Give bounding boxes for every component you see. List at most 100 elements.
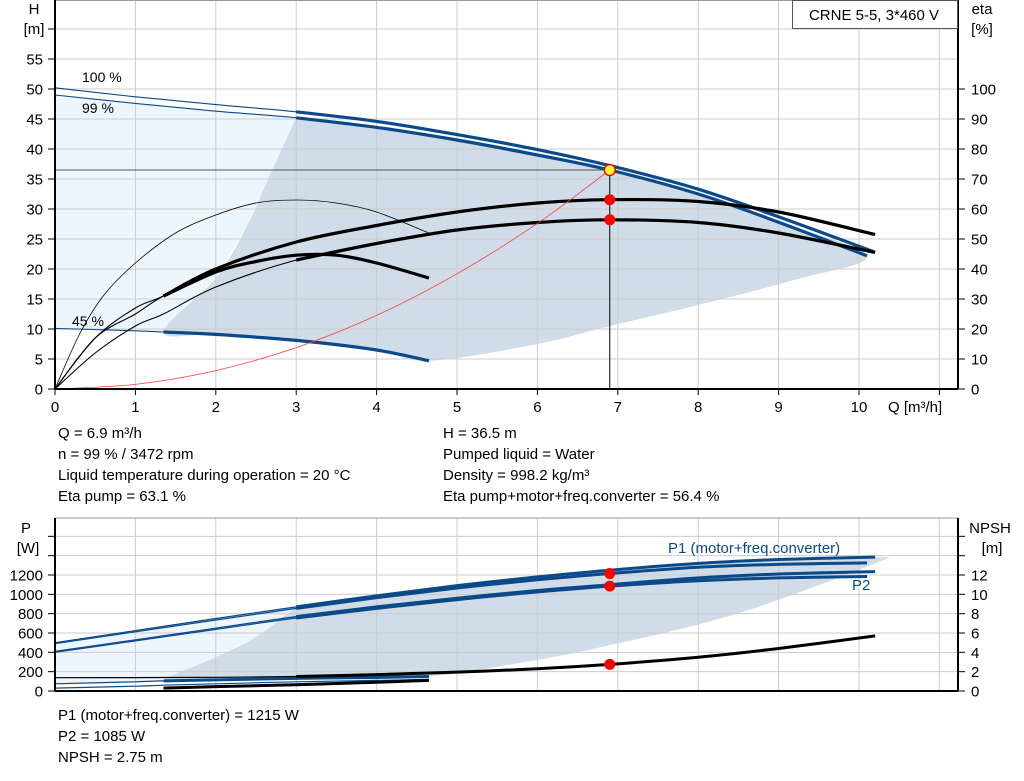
x-tick-label: 2	[212, 399, 220, 416]
y-right-axis-title: eta	[972, 1, 994, 18]
chart-title: CRNE 5-5, 3*460 V	[809, 7, 939, 24]
curve-npsh-operating	[296, 634, 876, 678]
x-axis-label: Q [m³/h]	[888, 399, 942, 416]
info-flow: Q = 6.9 m³/h	[58, 425, 142, 442]
label-45-percent: 45 %	[72, 313, 104, 329]
curve-qh_45-operating	[163, 330, 430, 363]
curve-eta_total_45-operating	[162, 252, 430, 298]
p-axis-title: P	[21, 520, 31, 537]
duty-point-p1	[604, 568, 616, 580]
info-p2: P2 = 1085 W	[58, 728, 146, 745]
duty-point-p2	[604, 580, 616, 592]
duty-point-head	[603, 163, 617, 177]
npsh-tick-label: 0	[971, 684, 979, 701]
info-liquid-temperature: Liquid temperature during operation = 20…	[58, 467, 351, 484]
x-tick-label: 4	[372, 399, 380, 416]
p-tick-label: 1200	[10, 568, 43, 585]
curve-qh_99-operating	[296, 116, 868, 258]
info-top-right: H = 36.5 m Pumped liquid = Water Density…	[443, 423, 719, 507]
curve-p1_100-operating	[295, 555, 876, 609]
info-head: H = 36.5 m	[443, 425, 517, 442]
duty-point-eta-pump	[604, 194, 616, 206]
info-eta-total: Eta pump+motor+freq.converter = 56.4 %	[443, 488, 720, 505]
npsh-tick-label: 10	[971, 587, 988, 604]
power-operating-range-shade	[163, 556, 890, 683]
label-100-percent: 100 %	[82, 69, 122, 85]
y-left-tick-label: 40	[26, 142, 43, 159]
y-right-tick-label: 60	[971, 202, 988, 219]
curve-p2_99-operating	[296, 575, 868, 620]
npsh-axis-title: NPSH	[969, 520, 1011, 537]
npsh-tick-label: 8	[971, 606, 979, 623]
curve-eta_pump_45	[54, 199, 430, 390]
p-tick-label: 0	[35, 684, 43, 701]
x-tick-label: 8	[694, 399, 702, 416]
y-right-tick-label: 30	[971, 292, 988, 309]
info-npsh: NPSH = 2.75 m	[58, 749, 163, 766]
p-tick-label: 200	[18, 664, 43, 681]
duty-point-npsh	[604, 658, 616, 670]
curve-eta_total-operating	[295, 218, 876, 262]
y-left-tick-label: 25	[26, 232, 43, 249]
info-bottom: P1 (motor+freq.converter) = 1215 W P2 = …	[58, 705, 299, 768]
y-right-axis-unit: [%]	[971, 21, 993, 38]
y-left-tick-label: 55	[26, 52, 43, 69]
y-right-tick-label: 100	[971, 82, 996, 99]
x-tick-label: 10	[851, 399, 868, 416]
x-tick-label: 1	[131, 399, 139, 416]
info-top-left: Q = 6.9 m³/h n = 99 % / 3472 rpm Liquid …	[58, 423, 350, 507]
duty-point-eta-total	[604, 214, 616, 226]
curve-p2_45	[54, 678, 429, 689]
y-left-tick-label: 15	[26, 292, 43, 309]
p-tick-label: 600	[18, 626, 43, 643]
y-left-tick-label: 50	[26, 82, 43, 99]
info-eta-pump: Eta pump = 63.1 %	[58, 488, 186, 505]
npsh-axis-unit: [m]	[982, 540, 1003, 557]
y-right-tick-label: 20	[971, 322, 988, 339]
x-tick-label: 7	[614, 399, 622, 416]
curve-qh_100-operating	[296, 110, 876, 254]
npsh-tick-label: 12	[971, 568, 988, 585]
y-left-axis-title: H	[29, 1, 40, 18]
p-tick-label: 1000	[10, 587, 43, 604]
y-right-tick-label: 50	[971, 232, 988, 249]
curve-p1_99-operating	[296, 561, 868, 610]
y-left-tick-label: 45	[26, 112, 43, 129]
y-left-tick-label: 10	[26, 322, 43, 339]
y-right-tick-label: 90	[971, 112, 988, 129]
info-speed: n = 99 % / 3472 rpm	[58, 446, 194, 463]
y-right-tick-label: 10	[971, 352, 988, 369]
npsh-tick-label: 6	[971, 626, 979, 643]
curve-npsh_45-operating	[163, 678, 429, 690]
x-tick-label: 6	[533, 399, 541, 416]
info-density: Density = 998.2 kg/m³	[443, 467, 590, 484]
curve-system_curve	[54, 169, 611, 390]
npsh-tick-label: 4	[971, 645, 979, 662]
y-left-axis-unit: [m]	[24, 21, 45, 38]
p-tick-label: 800	[18, 606, 43, 623]
y-left-tick-label: 35	[26, 172, 43, 189]
x-tick-label: 0	[51, 399, 59, 416]
info-p1: P1 (motor+freq.converter) = 1215 W	[58, 707, 299, 724]
p-axis-unit: [W]	[17, 540, 40, 557]
label-99-percent: 99 %	[82, 100, 114, 116]
y-right-tick-label: 70	[971, 172, 988, 189]
title-box	[792, 0, 958, 29]
label-p1: P1 (motor+freq.converter)	[668, 540, 840, 557]
y-left-tick-label: 5	[35, 352, 43, 369]
curve-eta_pump-operating	[162, 197, 876, 298]
y-right-tick-label: 80	[971, 142, 988, 159]
y-right-tick-label: 40	[971, 262, 988, 279]
extended-range-shade	[55, 95, 297, 332]
x-tick-label: 5	[453, 399, 461, 416]
y-left-tick-label: 20	[26, 262, 43, 279]
y-left-tick-label: 30	[26, 202, 43, 219]
x-tick-label: 9	[774, 399, 782, 416]
y-right-tick-label: 0	[971, 382, 979, 399]
x-tick-label: 3	[292, 399, 300, 416]
info-pumped-liquid: Pumped liquid = Water	[443, 446, 595, 463]
npsh-tick-label: 2	[971, 664, 979, 681]
p-tick-label: 400	[18, 645, 43, 662]
label-p2: P2	[852, 577, 870, 594]
